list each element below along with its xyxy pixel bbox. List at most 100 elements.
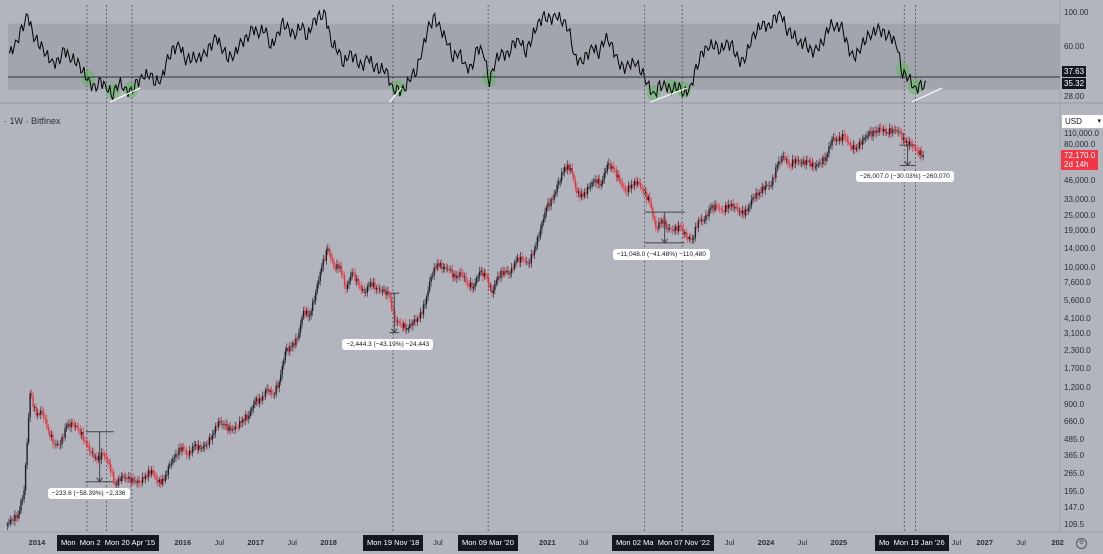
candle-body	[401, 323, 403, 328]
candle-body	[800, 163, 803, 165]
candle-body	[64, 428, 66, 438]
candle-body	[462, 272, 464, 278]
candle-body	[9, 520, 12, 523]
candle-body	[475, 278, 478, 283]
candle-body	[919, 150, 921, 155]
candle-body	[624, 187, 627, 192]
candle-body	[799, 160, 801, 164]
candle-body	[222, 423, 224, 425]
candle-body	[242, 419, 244, 423]
candle-body	[841, 134, 844, 141]
candle-body	[366, 286, 368, 293]
candle-body	[538, 236, 540, 238]
candle-body	[725, 205, 727, 213]
candle-body	[433, 267, 435, 276]
candle-body	[158, 479, 160, 483]
candle-body	[463, 276, 466, 278]
candle-body	[734, 206, 736, 209]
candle-body	[521, 256, 523, 260]
candle-body	[495, 280, 498, 284]
candle-body	[630, 184, 633, 189]
candle-body	[413, 319, 416, 323]
candle-body	[193, 445, 195, 447]
candle-body	[111, 471, 113, 473]
candle-body	[592, 181, 595, 183]
candle-body	[705, 214, 707, 221]
candle-body	[362, 288, 364, 291]
candle-body	[330, 252, 332, 259]
candle-body	[59, 444, 62, 446]
settings-gear-icon[interactable]: ⚙	[1076, 538, 1087, 549]
candle-body	[207, 444, 209, 446]
candle-body	[644, 191, 646, 193]
candle-body	[33, 407, 36, 408]
candle-body	[381, 291, 384, 293]
currency-select[interactable]: USD ▾	[1062, 115, 1103, 128]
candle-body	[434, 267, 437, 269]
candle-body	[571, 168, 574, 175]
time-tick: Jul	[724, 538, 735, 547]
oversold-highlight	[895, 62, 910, 79]
candle-body	[793, 159, 795, 164]
candle-body	[47, 427, 50, 431]
candle-body	[737, 206, 739, 212]
candle-body	[598, 178, 601, 186]
candle-body	[884, 128, 886, 133]
candle-body	[141, 477, 144, 483]
price-tick: 14,000.0	[1064, 243, 1096, 253]
candle-body	[369, 282, 372, 287]
candle-body	[772, 177, 774, 186]
crosshair-date-label: Mo Mon 19 Jan '26	[875, 535, 949, 551]
candle-body	[220, 421, 223, 425]
candle-body	[68, 423, 71, 428]
candle-body	[365, 292, 367, 294]
candle-body	[187, 454, 189, 456]
candle-body	[351, 272, 353, 277]
candle-body	[119, 478, 121, 482]
candle-body	[556, 184, 558, 193]
candle-body	[653, 216, 656, 221]
candle-body	[568, 164, 570, 171]
candle-body	[208, 437, 211, 445]
candle-body	[573, 174, 575, 181]
candle-body	[245, 414, 247, 421]
candle-body	[685, 232, 687, 237]
candle-body	[346, 283, 349, 289]
candle-body	[478, 271, 481, 277]
candle-body	[226, 424, 229, 431]
candle-body	[327, 248, 329, 251]
candle-body	[507, 270, 510, 275]
candle-body	[893, 129, 896, 131]
candle-body	[519, 256, 522, 263]
candle-body	[314, 292, 317, 301]
candle-body	[869, 131, 871, 135]
candle-body	[295, 338, 297, 346]
candle-body	[518, 257, 520, 263]
candle-body	[368, 286, 370, 288]
candle-body	[459, 272, 461, 278]
candle-body	[649, 196, 651, 203]
candle-body	[448, 269, 451, 271]
candle-body	[32, 396, 34, 408]
crosshair-date-label: Mon 19 Nov '18	[363, 535, 424, 551]
candle-body	[117, 478, 119, 485]
candle-body	[261, 396, 264, 401]
candle-body	[102, 452, 104, 454]
candle-body	[857, 147, 859, 149]
candle-body	[738, 210, 741, 212]
candle-body	[188, 450, 191, 456]
candle-body	[846, 137, 848, 142]
measure-label: −2,444.3 (−43.19%) −24,443	[342, 338, 434, 350]
candle-body	[840, 136, 842, 141]
candle-body	[378, 288, 381, 290]
candle-body	[545, 207, 548, 213]
candle-body	[491, 286, 493, 294]
candle-body	[785, 159, 788, 161]
time-tick: Jul	[214, 538, 225, 547]
candle-body	[904, 137, 906, 143]
candle-body	[747, 207, 750, 212]
candle-body	[409, 323, 411, 329]
candle-body	[746, 209, 748, 212]
candle-body	[769, 185, 771, 187]
